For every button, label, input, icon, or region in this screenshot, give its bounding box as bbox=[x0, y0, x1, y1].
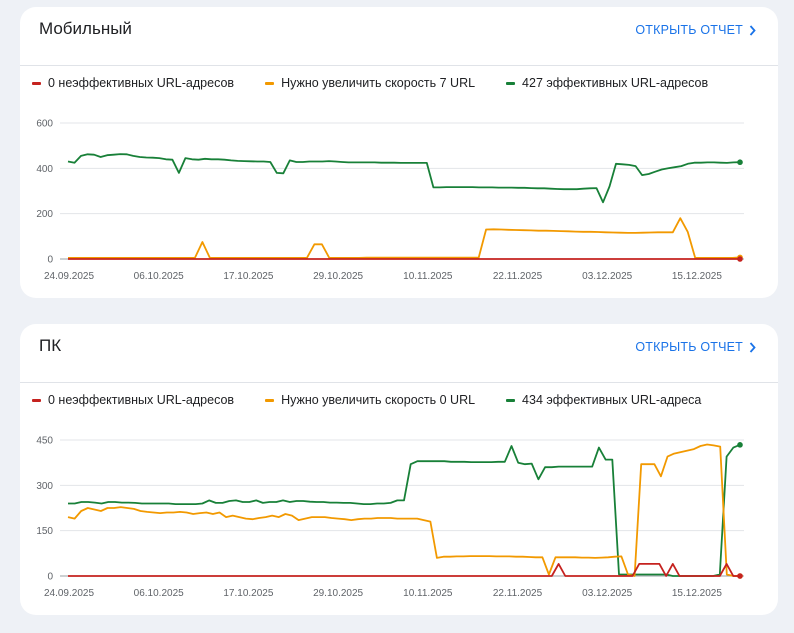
desktop-open-report-label: ОТКРЫТЬ ОТЧЕТ bbox=[635, 340, 743, 354]
mobile-card: Мобильный ОТКРЫТЬ ОТЧЕТ 0 неэффективных … bbox=[20, 7, 778, 298]
x-tick-label: 06.10.2025 bbox=[134, 588, 184, 599]
desktop-card-title: ПК bbox=[39, 336, 62, 355]
mobile-card-header: Мобильный ОТКРЫТЬ ОТЧЕТ bbox=[20, 7, 778, 66]
series-line bbox=[67, 443, 740, 577]
legend-swatch-green bbox=[506, 398, 516, 402]
legend-item-needs-improvement[interactable]: Нужно увеличить скорость 7 URL bbox=[265, 76, 475, 90]
y-tick-label: 0 bbox=[47, 572, 53, 583]
series-end-point bbox=[737, 159, 743, 166]
legend-swatch-orange bbox=[265, 81, 275, 85]
legend-item-good[interactable]: 427 эффективных URL-адресов bbox=[506, 76, 708, 90]
y-tick-label: 200 bbox=[36, 209, 53, 220]
legend-label: Нужно увеличить скорость 7 URL bbox=[281, 76, 476, 90]
x-tick-label: 17.10.2025 bbox=[223, 271, 273, 282]
chevron-right-icon bbox=[749, 341, 756, 353]
series-line bbox=[68, 217, 741, 259]
series-end-point bbox=[737, 573, 743, 579]
y-tick-label: 300 bbox=[36, 481, 53, 492]
x-tick-label: 22.11.2025 bbox=[493, 588, 543, 599]
legend-swatch-red bbox=[32, 398, 41, 402]
series-end-point bbox=[737, 442, 743, 448]
desktop-open-report-button[interactable]: ОТКРЫТЬ ОТЧЕТ bbox=[635, 340, 756, 354]
x-tick-label: 03.12.2025 bbox=[582, 588, 632, 599]
desktop-card: ПК ОТКРЫТЬ ОТЧЕТ 0 неэффективных URL-адр… bbox=[20, 324, 778, 615]
legend-item-poor[interactable]: 0 неэффективных URL-адресов bbox=[32, 393, 234, 407]
legend-label: 427 эффективных URL-адресов bbox=[522, 76, 709, 90]
legend-item-good[interactable]: 434 эффективных URL-адреса bbox=[506, 393, 701, 407]
mobile-open-report-label: ОТКРЫТЬ ОТЧЕТ bbox=[635, 23, 743, 37]
legend-label: Нужно увеличить скорость 0 URL bbox=[281, 393, 476, 407]
x-tick-label: 15.12.2025 bbox=[672, 271, 722, 282]
x-tick-label: 15.12.2025 bbox=[672, 588, 722, 599]
x-tick-label: 06.10.2025 bbox=[134, 271, 184, 282]
x-tick-label: 29.10.2025 bbox=[313, 271, 363, 282]
desktop-legend: 0 неэффективных URL-адресов Нужно увелич… bbox=[32, 390, 732, 410]
y-tick-label: 600 bbox=[36, 119, 53, 130]
x-tick-label: 29.10.2025 bbox=[313, 588, 363, 599]
legend-item-poor[interactable]: 0 неэффективных URL-адресов bbox=[32, 76, 234, 90]
x-tick-label: 24.09.2025 bbox=[44, 271, 94, 282]
mobile-line-chart: 0 200 400 600 24.09.2025 06.10.2025 17.10.2025… bbox=[36, 119, 744, 282]
series-line bbox=[68, 563, 740, 577]
desktop-line-chart: 0 150 300 450 24.09.2025 06.10.2025 17.10.2025… bbox=[36, 436, 744, 599]
mobile-card-title: Мобильный bbox=[39, 19, 132, 38]
mobile-open-report-button[interactable]: ОТКРЫТЬ ОТЧЕТ bbox=[635, 23, 756, 37]
x-tick-label: 10.11.2025 bbox=[403, 271, 453, 282]
y-tick-label: 400 bbox=[36, 164, 53, 175]
desktop-card-header: ПК ОТКРЫТЬ ОТЧЕТ bbox=[20, 324, 778, 383]
legend-item-needs-improvement[interactable]: Нужно увеличить скорость 0 URL bbox=[265, 393, 475, 407]
x-tick-label: 24.09.2025 bbox=[44, 588, 94, 599]
x-tick-label: 17.10.2025 bbox=[223, 588, 273, 599]
x-tick-label: 10.11.2025 bbox=[403, 588, 453, 599]
mobile-legend: 0 неэффективных URL-адресов Нужно увелич… bbox=[32, 73, 739, 93]
y-tick-label: 0 bbox=[47, 255, 53, 266]
legend-swatch-orange bbox=[265, 398, 275, 402]
y-tick-label: 150 bbox=[36, 526, 53, 537]
y-tick-label: 450 bbox=[36, 436, 53, 447]
legend-label: 0 неэффективных URL-адресов bbox=[48, 76, 235, 90]
legend-label: 434 эффективных URL-адреса bbox=[522, 393, 702, 407]
series-line bbox=[67, 153, 741, 204]
x-tick-label: 22.11.2025 bbox=[493, 271, 543, 282]
legend-swatch-green bbox=[506, 81, 516, 85]
legend-swatch-red bbox=[32, 81, 41, 85]
legend-label: 0 неэффективных URL-адресов bbox=[48, 393, 235, 407]
series-end-point bbox=[737, 256, 743, 262]
chevron-right-icon bbox=[749, 24, 756, 36]
x-tick-label: 03.12.2025 bbox=[582, 271, 632, 282]
